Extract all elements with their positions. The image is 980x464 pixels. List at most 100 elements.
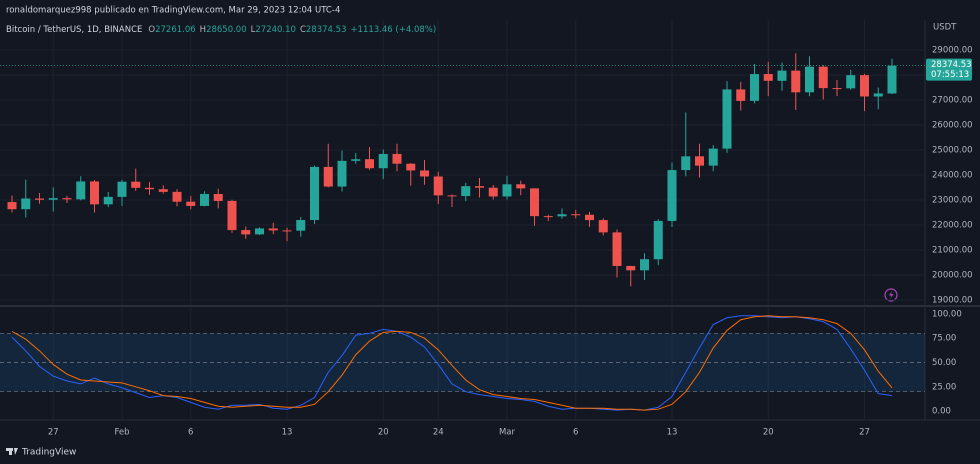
header: ronaldomarquez998 publicado en TradingVi… bbox=[6, 6, 340, 16]
oscillator-line bbox=[11, 315, 893, 411]
logo bbox=[6, 448, 18, 455]
candle-body bbox=[667, 170, 677, 221]
candle-body bbox=[392, 153, 402, 164]
candle-body bbox=[48, 198, 58, 200]
y-tick-label: 26000.00 bbox=[932, 121, 973, 131]
candle-body bbox=[268, 228, 278, 231]
x-tick-label: 24 bbox=[433, 428, 444, 438]
candle-body bbox=[461, 186, 471, 197]
candle-body bbox=[640, 259, 649, 271]
candle-body bbox=[763, 74, 773, 81]
y-tick-label: 24000.00 bbox=[932, 171, 973, 181]
legend-key: H bbox=[200, 25, 206, 35]
candle-body bbox=[35, 198, 44, 200]
legend: Bitcoin / TetherUS, 1D, BINANCE O27261.06… bbox=[6, 25, 436, 35]
candle-body bbox=[887, 65, 897, 94]
legend-value: 27261.06 bbox=[155, 25, 196, 35]
x-tick-label: 6 bbox=[188, 428, 193, 438]
candle-body bbox=[323, 166, 333, 187]
candle-body bbox=[378, 153, 388, 169]
candle-body bbox=[695, 156, 704, 166]
last-price-label: 28374.53 bbox=[931, 60, 972, 70]
candle-body bbox=[255, 228, 264, 235]
candle-body bbox=[475, 186, 484, 188]
x-tick-label: 27 bbox=[48, 428, 59, 438]
candle-body bbox=[530, 188, 539, 217]
candle-body bbox=[365, 159, 374, 169]
y-tick-label: 21000.00 bbox=[932, 246, 973, 256]
legend-change: +1113.46 (+4.08%) bbox=[350, 25, 436, 35]
legend-key: C bbox=[300, 25, 306, 35]
candle-body bbox=[90, 181, 99, 205]
candle-body bbox=[227, 200, 237, 231]
candle-body bbox=[406, 163, 416, 171]
x-tick-label: Feb bbox=[114, 428, 129, 438]
candle-body bbox=[708, 148, 718, 166]
candle-body bbox=[7, 202, 17, 210]
candle-body bbox=[791, 70, 801, 93]
candle-body bbox=[21, 198, 31, 210]
candle-body bbox=[310, 166, 319, 221]
candle-body bbox=[543, 216, 553, 218]
candle-body bbox=[76, 181, 86, 200]
candle-body bbox=[626, 265, 636, 271]
candle-body bbox=[433, 176, 443, 196]
candle-body bbox=[846, 75, 856, 89]
candle-body bbox=[860, 75, 869, 97]
oscillator-tick-label: 100.00 bbox=[932, 309, 962, 319]
candle-body bbox=[653, 220, 663, 260]
candle-body bbox=[502, 184, 512, 197]
y-tick-label: 19000.00 bbox=[932, 296, 973, 306]
candle-body bbox=[598, 220, 608, 233]
candle-body bbox=[213, 194, 223, 201]
candle-body bbox=[571, 214, 581, 216]
x-tick-label: 13 bbox=[667, 428, 678, 438]
candle-body bbox=[447, 195, 457, 197]
y-tick-label: 27000.00 bbox=[932, 96, 973, 106]
candle-body bbox=[145, 187, 154, 190]
y-tick-label: 20000.00 bbox=[932, 271, 973, 281]
oscillator-tick-label: 25.00 bbox=[932, 382, 956, 392]
bolt-icon bbox=[884, 288, 898, 302]
candle-body bbox=[557, 214, 567, 217]
candle-body bbox=[612, 232, 622, 266]
oscillator-tick-label: 75.00 bbox=[932, 334, 956, 344]
x-tick-label: Mar bbox=[499, 428, 516, 438]
candle-body bbox=[296, 220, 306, 231]
candle-body bbox=[351, 159, 361, 161]
candle-body bbox=[420, 170, 429, 177]
countdown-label: 07:55:13 bbox=[931, 70, 969, 80]
candle-body bbox=[818, 66, 828, 89]
x-tick-label: 13 bbox=[282, 428, 293, 438]
candle-body bbox=[117, 181, 127, 197]
candle-body bbox=[186, 201, 196, 206]
legend-key: O bbox=[148, 25, 155, 35]
y-tick-label: 29000.00 bbox=[932, 46, 973, 56]
candle-body bbox=[488, 187, 498, 197]
candle-body bbox=[200, 194, 209, 206]
candle-body bbox=[805, 66, 814, 93]
x-tick-label: 20 bbox=[763, 428, 774, 438]
candle-body bbox=[337, 160, 347, 187]
candle-body bbox=[158, 189, 168, 192]
candle-body bbox=[103, 196, 113, 205]
axis-unit: USDT bbox=[933, 23, 957, 33]
candle-body bbox=[832, 88, 842, 90]
legend-symbol: Bitcoin / TetherUS, 1D, BINANCE bbox=[6, 25, 142, 35]
candle-body bbox=[131, 181, 141, 188]
oscillator-tick-label: 0.00 bbox=[932, 407, 951, 417]
legend-value: 27240.10 bbox=[255, 25, 296, 35]
y-tick-label: 22000.00 bbox=[932, 221, 973, 231]
x-tick-label: 6 bbox=[573, 428, 578, 438]
candle-body bbox=[241, 230, 251, 235]
footer: TradingView bbox=[21, 448, 76, 458]
candle-body bbox=[777, 70, 787, 81]
x-tick-label: 20 bbox=[378, 428, 389, 438]
legend-value: 28374.53 bbox=[306, 25, 347, 35]
candle-body bbox=[172, 191, 182, 202]
candle-body bbox=[681, 156, 691, 171]
last-price-box bbox=[926, 58, 972, 81]
candle-body bbox=[62, 198, 72, 200]
